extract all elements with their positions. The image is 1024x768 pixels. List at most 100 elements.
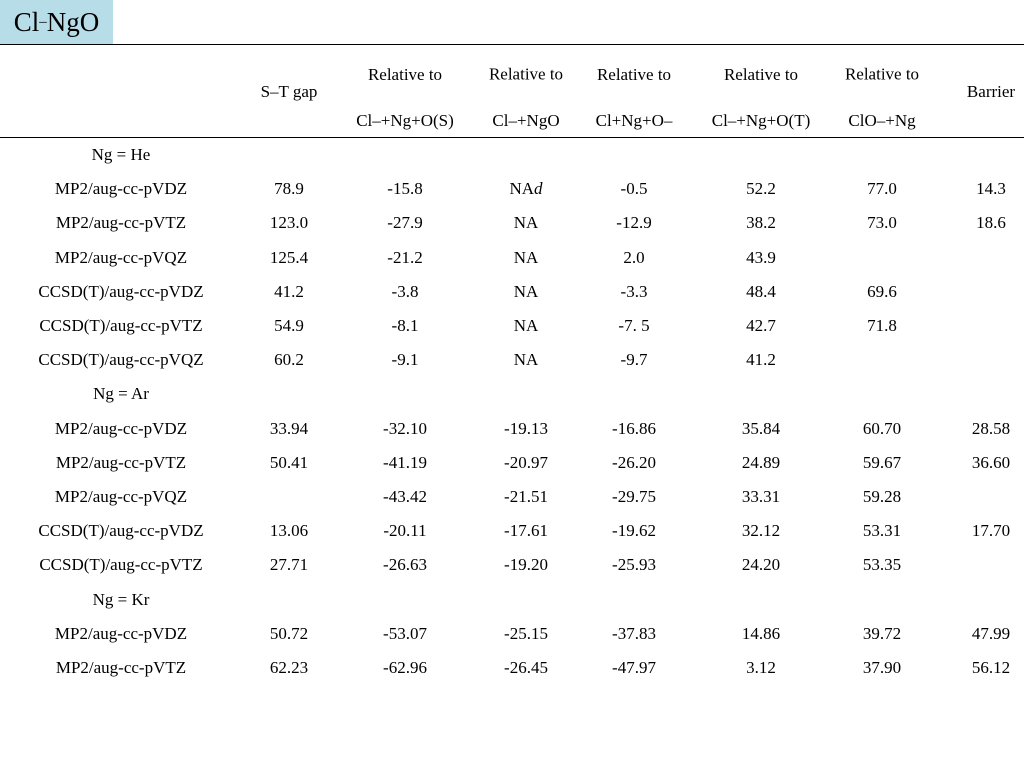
table-cell: 24.89	[741, 452, 781, 472]
header-relative-to-2: Relative to	[488, 64, 564, 84]
table-cell: 59.28	[862, 487, 902, 506]
table-cell: 33.31	[741, 487, 781, 506]
table-cell: -15.8	[387, 179, 423, 199]
header-reference-2: Cl–+NgO	[492, 111, 560, 130]
header-reference-5: ClO–+Ng	[848, 111, 916, 130]
table-cell: -25.15	[504, 623, 548, 643]
header-relative-to-5: Relative to	[844, 64, 920, 84]
table-cell: 24.20	[741, 555, 781, 575]
table-cell: -0.5	[620, 179, 648, 199]
table-cell: -62.96	[383, 658, 427, 677]
title-main: Cl	[13, 6, 40, 37]
table-cell: -17.61	[504, 521, 548, 541]
table-cell: -37.83	[612, 623, 656, 643]
table-cell: -26.20	[612, 452, 656, 472]
table-cell: 41.2	[746, 350, 776, 370]
table-cell: 14.3	[976, 179, 1006, 199]
table-cell: 39.72	[862, 623, 902, 643]
section-label: Ng = Ar	[93, 384, 149, 404]
table-cell: 62.23	[269, 658, 309, 677]
title-rest: NgO	[46, 6, 100, 37]
table-cell: 33.94	[269, 418, 309, 438]
table-cell: 27.71	[269, 555, 309, 575]
table-cell: 14.86	[741, 623, 781, 643]
table-cell: 38.2	[746, 213, 776, 233]
section-label: Ng = Kr	[92, 589, 150, 609]
header-relative-to-4: Relative to	[723, 65, 799, 84]
header-st-gap: S–T gap	[260, 82, 318, 101]
table-cell: 78.9	[274, 179, 304, 199]
table-cell: -26.45	[504, 658, 548, 677]
table-cell: -43.42	[383, 487, 427, 506]
table-cell: 60.2	[274, 350, 304, 370]
section-label: Ng = He	[91, 145, 151, 164]
header-reference-4: Cl–+Ng+O(T)	[711, 111, 811, 130]
table-cell: -3.8	[391, 281, 419, 301]
table-cell: -7. 5	[618, 316, 650, 335]
table-cell: 71.8	[867, 316, 897, 335]
table-cell: 56.12	[971, 658, 1011, 677]
method-label: MP2/aug-cc-pVDZ	[54, 179, 188, 199]
table-cell: 32.12	[741, 521, 781, 541]
method-label: MP2/aug-cc-pVDZ	[54, 418, 188, 438]
table-cell: 2.0	[623, 247, 645, 267]
table-cell: 53.35	[862, 555, 902, 575]
method-label: MP2/aug-cc-pVDZ	[54, 623, 188, 643]
table-cell: 41.2	[274, 281, 304, 301]
table-cell: -8.1	[391, 316, 419, 335]
table-cell: 54.9	[274, 316, 304, 335]
slide-title: Cl – NgO	[0, 0, 113, 44]
table-cell: NAd	[509, 179, 543, 199]
table-cell: -19.20	[504, 555, 548, 575]
table-cell: NA	[513, 213, 539, 233]
method-label: MP2/aug-cc-pVQZ	[54, 487, 188, 506]
method-label: CCSD(T)/aug-cc-pVTZ	[39, 555, 203, 575]
table-cell: 123.0	[269, 213, 309, 233]
table-cell: NA	[513, 247, 539, 267]
method-label: MP2/aug-cc-pVTZ	[55, 658, 187, 677]
table-cell: -26.63	[383, 555, 427, 575]
table-cell: -3.3	[620, 281, 648, 301]
table-cell: 37.90	[862, 658, 902, 677]
table-cell: 59.67	[862, 452, 902, 472]
table-cell: -20.11	[383, 521, 427, 541]
table-cell: -47.97	[612, 658, 656, 677]
table-cell: -16.86	[612, 418, 656, 438]
table-cell: NA	[513, 316, 539, 335]
table-cell: 50.41	[269, 452, 309, 472]
footnote-marker: d	[534, 179, 543, 199]
table-cell: 28.58	[971, 418, 1011, 438]
method-label: CCSD(T)/aug-cc-pVDZ	[38, 521, 204, 541]
header-reference-1: Cl–+Ng+O(S)	[356, 111, 454, 130]
table-cell: -12.9	[616, 213, 652, 233]
method-label: MP2/aug-cc-pVTZ	[55, 213, 187, 233]
table-cell: NA	[513, 281, 539, 301]
table-cell: -29.75	[612, 487, 656, 506]
header-reference-3: Cl+Ng+O–	[595, 111, 673, 130]
table-cell: 42.7	[746, 316, 776, 335]
table-cell: 18.6	[976, 213, 1006, 233]
table-cell: -20.97	[504, 452, 548, 472]
method-label: MP2/aug-cc-pVQZ	[54, 247, 188, 267]
table-cell: 13.06	[269, 521, 309, 541]
table-cell: 35.84	[741, 418, 781, 438]
table-top-rule	[0, 44, 1024, 45]
table-cell: 77.0	[867, 179, 897, 199]
header-barrier: Barrier	[966, 82, 1016, 101]
table-cell: -41.19	[383, 452, 427, 472]
table-cell: 52.2	[746, 179, 776, 199]
table-cell: 3.12	[746, 658, 776, 677]
table-cell: 50.72	[269, 623, 309, 643]
header-relative-to-3: Relative to	[596, 65, 672, 84]
table-cell: 53.31	[862, 521, 902, 541]
table-cell: 47.99	[971, 623, 1011, 643]
table-cell: 69.6	[867, 281, 897, 301]
table-cell: 48.4	[746, 281, 776, 301]
table-cell: -19.13	[504, 418, 548, 438]
table-cell: -27.9	[387, 213, 423, 233]
table-cell: -21.51	[504, 487, 548, 506]
table-cell: NA	[513, 350, 539, 370]
table-cell: -9.1	[391, 350, 419, 370]
method-label: CCSD(T)/aug-cc-pVTZ	[39, 316, 203, 335]
table-header-rule	[0, 137, 1024, 138]
